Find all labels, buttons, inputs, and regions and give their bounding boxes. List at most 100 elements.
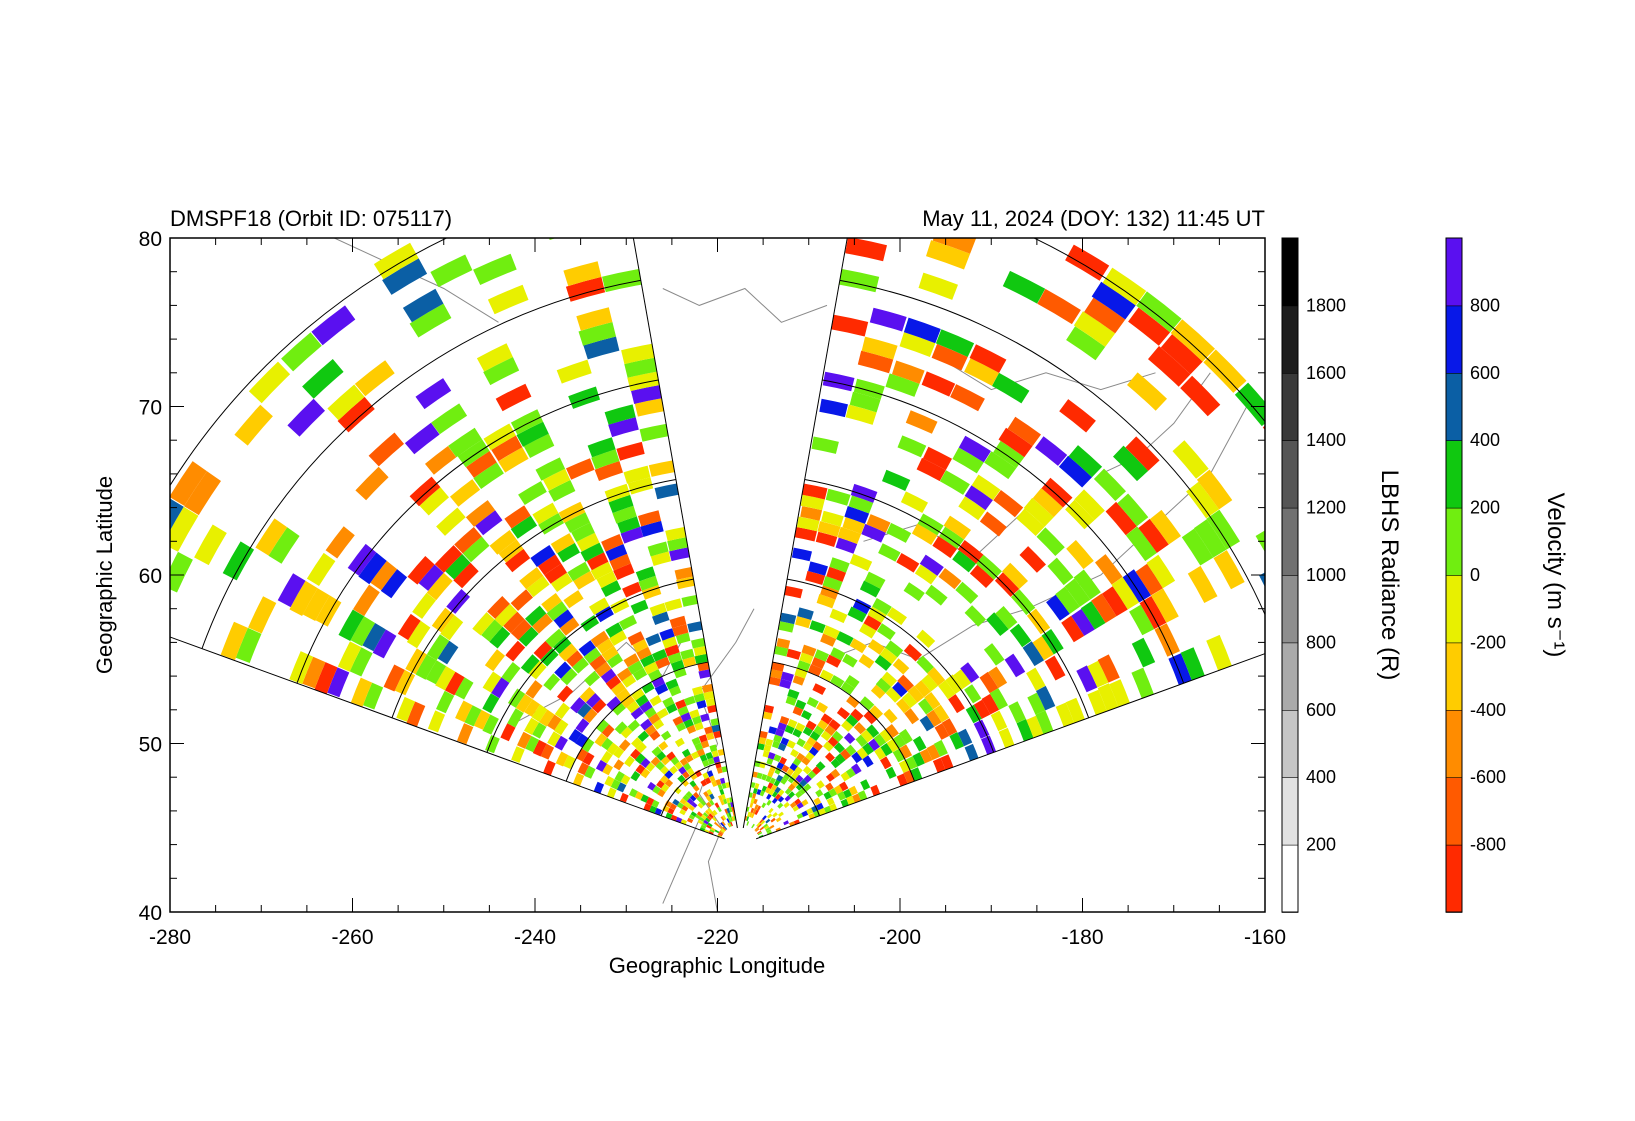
velocity-cell [885, 724, 899, 738]
velocity-cell [958, 496, 986, 521]
velocity-cell [774, 786, 781, 794]
velocity-cell [748, 792, 753, 798]
velocity-cell [700, 824, 707, 830]
velocity-cell [784, 788, 792, 795]
velocity-cell [754, 804, 759, 810]
velocity-cell [781, 764, 790, 773]
velocity-cell [325, 526, 355, 559]
velocity-cell [362, 623, 386, 652]
velocity-cell [600, 668, 617, 684]
velocity-cell [694, 769, 702, 778]
velocity-cell [709, 775, 716, 783]
velocity-cell [627, 660, 644, 675]
velocity-tick-label: 800 [1470, 295, 1500, 315]
velocity-cell [606, 653, 623, 669]
velocity-cell [720, 816, 725, 821]
x-tick-label: -180 [1061, 926, 1103, 949]
velocity-cell [595, 606, 614, 623]
velocity-cell [859, 580, 881, 598]
velocity-cell [302, 656, 326, 689]
velocity-cell [703, 819, 709, 825]
velocity-cell [817, 521, 841, 537]
velocity-cell [347, 543, 377, 576]
velocity-cell [776, 774, 784, 782]
velocity-cell [773, 754, 782, 762]
velocity-cell [992, 372, 1030, 404]
velocity-cell [853, 378, 885, 400]
beam-edge [755, 653, 1265, 840]
velocity-cell [783, 772, 791, 781]
velocity-cell [829, 608, 848, 624]
velocity-cell [794, 527, 817, 542]
velocity-cell [802, 726, 813, 737]
velocity-cell [593, 781, 605, 794]
velocity-cell [746, 821, 750, 826]
velocity-cell [614, 771, 625, 783]
velocity-cell [1026, 667, 1046, 691]
range-arc [822, 379, 1185, 684]
velocity-cell [790, 748, 799, 758]
velocity-cell [1097, 654, 1120, 683]
velocity-cell [925, 584, 948, 606]
velocity-cell [812, 766, 821, 775]
velocity-cell [518, 626, 539, 647]
velocity-cell [518, 481, 547, 505]
velocity-cell [835, 537, 858, 554]
velocity-cell [776, 638, 791, 649]
velocity-cell [383, 664, 405, 692]
velocity-cell [702, 683, 714, 693]
velocity-cell [863, 710, 878, 725]
velocity-cell [787, 689, 800, 700]
velocity-cell [792, 706, 804, 716]
velocity-cell [350, 616, 376, 647]
velocity-cell [1187, 565, 1218, 603]
velocity-cell [649, 805, 657, 813]
velocity-cell [952, 550, 976, 573]
velocity-cell [222, 541, 255, 581]
velocity-cells [170, 238, 1265, 838]
velocity-cell [700, 779, 708, 787]
velocity-cell [952, 447, 984, 474]
velocity-cell [640, 654, 656, 668]
velocity-cell [768, 807, 774, 814]
velocity-cell [830, 647, 846, 661]
velocity-cell [1149, 509, 1181, 545]
velocity-cell [702, 772, 709, 780]
velocity-cell [700, 800, 707, 807]
velocity-cell [766, 757, 774, 765]
velocity-cell [939, 526, 964, 549]
velocity-cell [553, 609, 574, 629]
velocity-cell [777, 742, 787, 752]
velocity-cell [570, 697, 586, 714]
velocity-cell [918, 698, 934, 715]
range-arc [772, 661, 915, 782]
velocity-cell [255, 518, 288, 556]
velocity-cell [711, 724, 721, 733]
velocity-cell [1146, 554, 1176, 589]
velocity-cell [554, 661, 572, 679]
velocity-cell [859, 623, 877, 639]
velocity-cell [759, 730, 768, 739]
velocity-cell [560, 668, 578, 686]
velocity-cell [649, 602, 667, 617]
velocity-cell [845, 744, 857, 756]
velocity-cell [575, 748, 588, 762]
velocity-cell [765, 818, 771, 824]
velocity-cell [647, 541, 669, 557]
velocity-cell [721, 766, 728, 773]
velocity-cell [337, 396, 375, 433]
velocity-cell [289, 651, 314, 685]
velocity-cell [448, 427, 483, 458]
velocity-cell [759, 826, 765, 831]
velocity-cell [971, 474, 1001, 501]
velocity-cell [700, 713, 710, 722]
velocity-cell [955, 581, 979, 604]
velocity-cell [1128, 307, 1171, 346]
velocity-cell [774, 767, 782, 775]
range-arc [201, 279, 641, 649]
velocity-cell [617, 667, 632, 682]
velocity-cell [604, 404, 636, 425]
velocity-cell [1125, 526, 1157, 562]
velocity-cell [541, 593, 562, 613]
velocity-cell [848, 495, 874, 514]
